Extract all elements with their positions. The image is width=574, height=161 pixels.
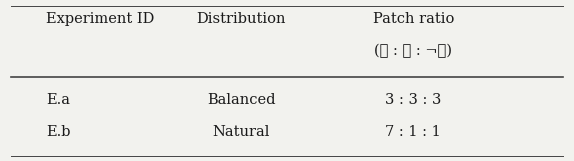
- Text: (⒪ : Ⓒ : ¬Ⓒ): (⒪ : Ⓒ : ¬Ⓒ): [374, 44, 452, 59]
- Text: Experiment ID: Experiment ID: [46, 12, 154, 26]
- Text: Patch ratio: Patch ratio: [373, 12, 454, 26]
- Text: Distribution: Distribution: [196, 12, 286, 26]
- Text: Balanced: Balanced: [207, 93, 276, 107]
- Text: E.b: E.b: [46, 125, 71, 139]
- Text: E.a: E.a: [46, 93, 70, 107]
- Text: Natural: Natural: [212, 125, 270, 139]
- Text: 7 : 1 : 1: 7 : 1 : 1: [385, 125, 441, 139]
- Text: 3 : 3 : 3: 3 : 3 : 3: [385, 93, 441, 107]
